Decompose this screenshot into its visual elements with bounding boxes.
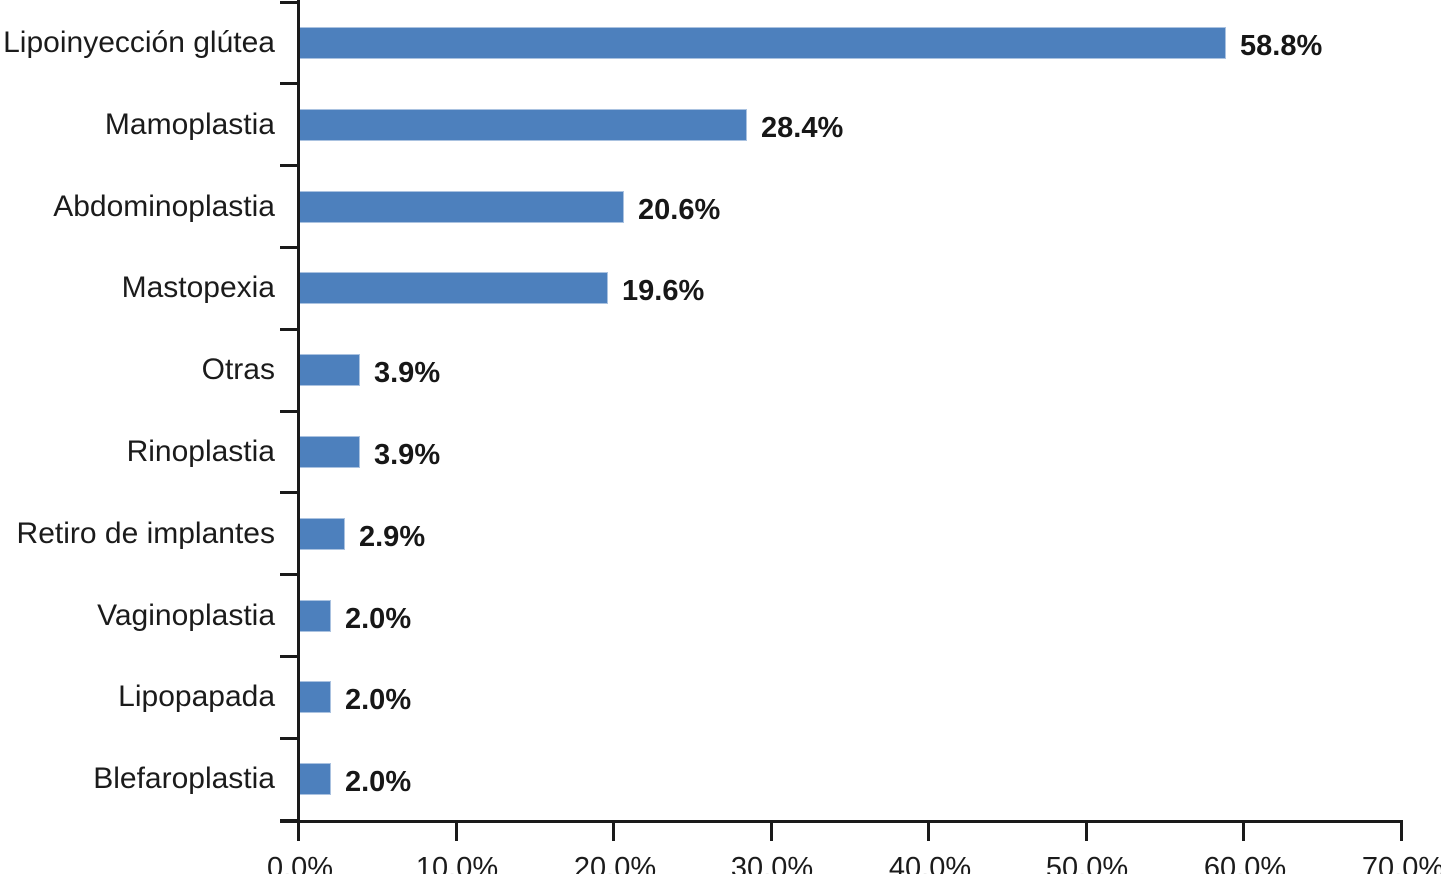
value-label: 58.8% [1240, 30, 1323, 62]
x-tick-label: 30.0% [730, 852, 814, 874]
y-axis-tick [280, 82, 300, 85]
category-label: Abdominoplastia [53, 190, 275, 223]
bar [299, 191, 624, 223]
x-axis-line [280, 820, 1403, 823]
category-label: Blefaroplastia [93, 762, 275, 795]
x-axis-tick [1085, 820, 1088, 841]
y-axis-tick [280, 737, 300, 740]
x-tick-label: 20.0% [573, 852, 657, 874]
x-axis-tick [770, 820, 773, 841]
bar [299, 109, 747, 141]
bar [299, 763, 331, 795]
value-label: 3.9% [374, 357, 441, 389]
category-label: Mamoplastia [104, 108, 275, 141]
value-label: 20.6% [638, 194, 721, 226]
bar [299, 436, 360, 468]
bar [299, 600, 331, 632]
value-label: 2.0% [345, 684, 412, 716]
x-axis-tick [455, 820, 458, 841]
x-tick-label: 50.0% [1045, 852, 1129, 874]
bar [299, 518, 345, 550]
y-axis-tick [280, 410, 300, 413]
x-axis-tick [927, 820, 930, 841]
y-axis-tick [280, 491, 300, 494]
y-axis-tick [280, 1, 300, 4]
category-label: Otras [201, 353, 275, 386]
category-label: Lipoinyección glútea [3, 26, 275, 59]
value-label: 19.6% [622, 275, 705, 307]
bar [299, 272, 608, 304]
y-axis-tick [280, 655, 300, 658]
y-axis-tick [280, 164, 300, 167]
x-axis-tick [612, 820, 615, 841]
bar [299, 354, 360, 386]
x-axis-tick [1400, 820, 1403, 841]
category-label: Lipopapada [118, 680, 275, 713]
x-tick-label: 10.0% [415, 852, 499, 874]
bar [299, 681, 331, 713]
value-label: 3.9% [374, 439, 441, 471]
x-tick-label: 40.0% [888, 852, 972, 874]
category-label: Rinoplastia [126, 435, 275, 468]
value-label: 2.9% [359, 521, 426, 553]
value-label: 28.4% [761, 112, 844, 144]
category-label: Mastopexia [121, 271, 275, 304]
x-tick-label: 0.0% [266, 852, 334, 874]
x-axis-tick [1242, 820, 1245, 841]
value-label: 2.0% [345, 603, 412, 635]
y-axis-tick [280, 573, 300, 576]
x-tick-label: 60.0% [1203, 852, 1287, 874]
y-axis-tick [280, 328, 300, 331]
category-label: Retiro de implantes [16, 517, 275, 550]
category-label: Vaginoplastia [97, 599, 275, 632]
x-axis-tick [297, 820, 300, 841]
x-tick-label: 70.0% [1361, 852, 1441, 874]
value-label: 2.0% [345, 766, 412, 798]
y-axis-tick [280, 246, 300, 249]
bar [299, 27, 1226, 59]
